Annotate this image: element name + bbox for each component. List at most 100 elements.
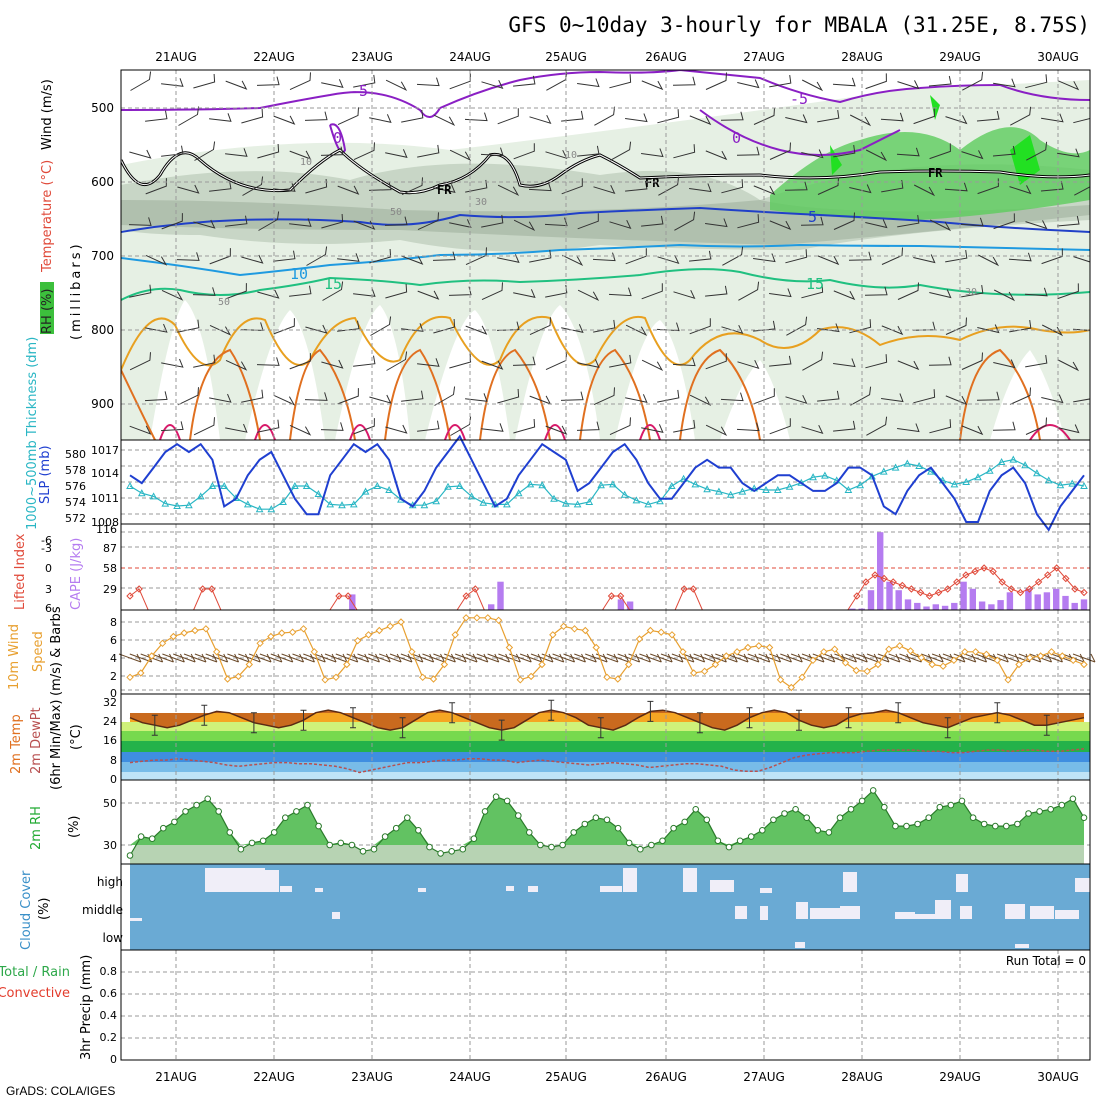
cloud-panel: high middle low Cloud Cover (%) [19,863,1091,951]
cloud-block [915,914,935,919]
top-date-30aug: 30AUG [1037,50,1079,64]
li-point [871,571,879,579]
wind-barb [953,653,977,663]
upper-barb [1026,141,1048,161]
upper-barb [497,254,520,263]
thickness-point [479,498,488,506]
wind-barb [487,653,511,663]
rh-point [248,839,256,847]
li-tick-6: 6 [45,602,52,615]
wind-point [126,673,134,682]
cape-bar [960,581,967,610]
dewpoint-line [129,748,1085,774]
thickness-point [514,489,523,497]
temp-errbar [796,709,802,731]
upper-barb [737,359,760,370]
wind-point [971,648,980,656]
cloud-block [1015,944,1029,948]
cape-bar [1080,599,1088,610]
rh-point [1058,801,1066,809]
upper-barb [689,318,711,335]
precip-panel: Run Total = 0 0.8 0.6 0.4 0.2 0 Total / … [0,949,1091,1066]
thickness-point [620,490,629,498]
thickness-point [597,481,605,489]
thickness-point [220,481,229,489]
wind-barb [682,653,706,663]
upper-barb [481,214,504,228]
wind-point [288,628,297,636]
temp-contour-minus5 [121,70,1090,118]
wind-barb [324,653,348,663]
temp-errbar [944,717,951,739]
thickness-point [1044,476,1053,484]
temp-errbar [399,717,406,739]
temp-errbar [151,714,158,736]
thickness-point [326,500,335,508]
upper-barb [129,352,151,371]
upper-barb [977,178,999,195]
upper-barb [304,392,328,401]
wind-point [570,625,579,633]
wind-barb [357,653,380,663]
wind-point [462,614,470,622]
upper-barb [577,145,600,157]
rh-point [226,829,234,836]
li-point [989,567,997,576]
wind-point [494,616,503,625]
thickness-point [879,467,888,475]
upper-barb [945,317,967,335]
upper-barb [1010,106,1032,126]
cape-grid [121,524,1090,610]
wind-point [158,639,167,648]
wind-point [473,614,481,622]
rh-point [137,833,145,840]
wind-point [635,635,644,643]
li-point [1007,585,1016,593]
rh-ylabel-2: (%) [67,816,82,839]
rh-point [193,801,200,809]
rh-point [1069,795,1077,803]
upper-barb [801,79,824,92]
upper-barb [258,211,280,231]
upper-barb [784,181,808,191]
upper-grid [121,70,1090,440]
upper-barb [433,114,456,126]
upper-barb [450,416,472,436]
upper-barb [289,353,311,370]
rh-shading-green [770,127,1090,220]
rh-point [903,822,910,830]
rh-point [614,824,622,832]
thickness-point [149,492,158,500]
wind-point [689,669,698,677]
wind-point [646,626,655,635]
label-r30: 30 [475,197,487,208]
rh-point [958,797,966,805]
thickness-point [1021,461,1029,469]
cape-bar [951,602,958,610]
cloud-block [795,942,805,948]
upper-barb [832,77,856,87]
upper-barb [1009,387,1031,405]
upper-barb [513,289,536,298]
upper-barb [817,177,839,195]
cape-li-panel: -6 -3 0 3 6 116 87 58 29 Lifted Index CA… [13,523,1091,615]
cloud-block [265,870,279,892]
wind-barb [660,653,684,663]
rh-point [337,839,345,847]
thickness-point [679,474,688,482]
upper-barb [609,74,632,89]
thickness-point [314,489,323,497]
thickness-point [773,485,782,493]
upper-barb [130,71,152,91]
cape-bar [997,600,1004,610]
rh-point [1047,806,1054,813]
wind-point [1015,660,1023,669]
upper-barb [593,387,615,406]
rh-point [625,839,633,847]
li-point [462,592,470,600]
rh-point [736,837,744,845]
thickness-point [891,463,900,471]
upper-barb [848,251,872,261]
upper-barb [864,286,888,296]
